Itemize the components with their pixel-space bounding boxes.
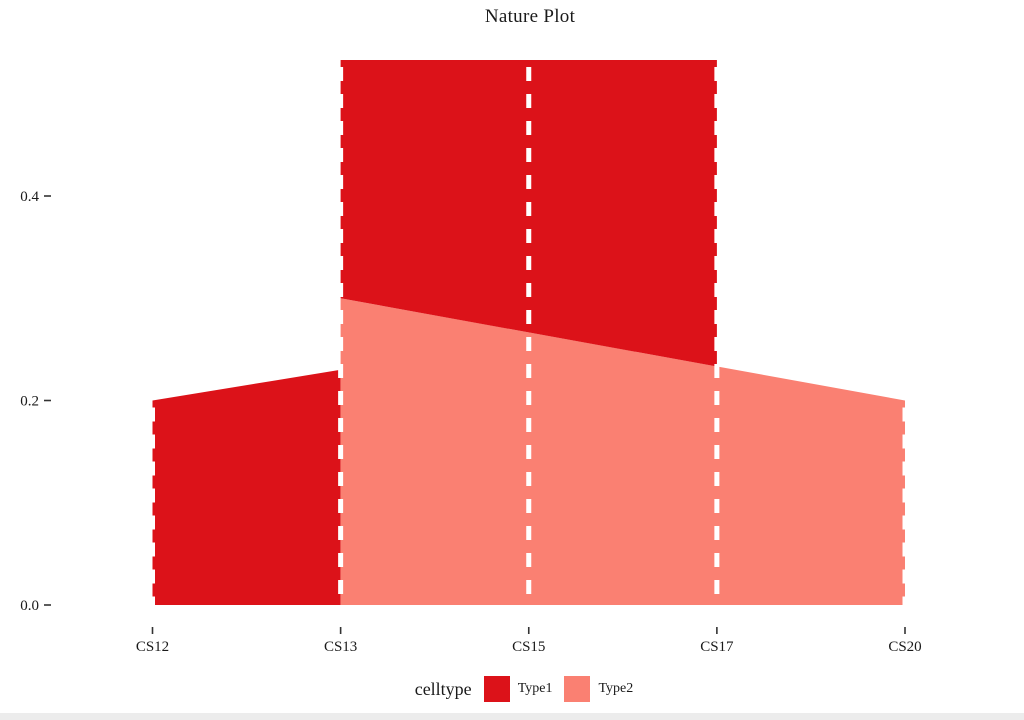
type2-flow-cs13-cs20: [340, 298, 906, 605]
x-axis-label-CS15: CS15: [512, 639, 545, 655]
legend-label-type1: Type1: [517, 681, 553, 696]
type1-flow-cs12-cs13: [152, 369, 341, 605]
x-axis-label-CS20: CS20: [888, 639, 921, 655]
x-axis-label-CS13: CS13: [324, 639, 357, 655]
legend-item-type2: Type2: [564, 676, 633, 702]
y-axis-label-0.0: 0.0: [20, 598, 39, 614]
x-axis-label-CS17: CS17: [700, 639, 734, 655]
legend-swatch-type2: [564, 676, 591, 702]
window-bottom-edge: [0, 713, 1024, 720]
legend-item-type1: Type1: [483, 676, 553, 702]
plot-area: 0.0 0.2 0.4 CS12 CS13 CS15 CS17 CS20: [20, 60, 922, 655]
legend-label-type2: Type2: [598, 681, 634, 696]
legend: celltype Type1 Type2: [36, 673, 1024, 705]
chart-title: Nature Plot: [484, 6, 576, 27]
y-axis-label-0.4: 0.4: [20, 189, 39, 205]
x-axis-label-CS12: CS12: [136, 639, 169, 655]
legend-title: celltype: [414, 678, 472, 699]
y-axis-label-0.2: 0.2: [20, 394, 39, 410]
legend-swatch-type1: [483, 676, 510, 702]
